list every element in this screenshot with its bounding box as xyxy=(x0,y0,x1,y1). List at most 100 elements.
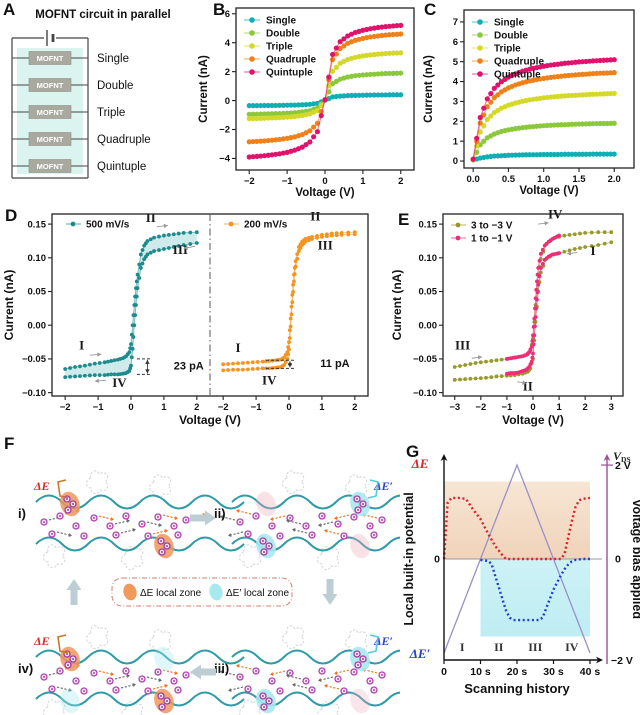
svg-text:7: 7 xyxy=(453,17,458,28)
svg-text:ΔE′ local zone: ΔE′ local zone xyxy=(226,588,289,599)
svg-text:Current (nA): Current (nA) xyxy=(2,270,16,341)
svg-text:Current (nA): Current (nA) xyxy=(390,270,404,341)
svg-text:1: 1 xyxy=(161,402,167,413)
svg-text:ΔE: ΔE xyxy=(33,634,50,648)
svg-text:II: II xyxy=(310,209,320,224)
svg-text:IV: IV xyxy=(112,375,127,390)
svg-text:20 s: 20 s xyxy=(507,666,528,678)
svg-text:−3: −3 xyxy=(449,402,460,413)
svg-text:11 pA: 11 pA xyxy=(320,358,349,370)
svg-text:Double: Double xyxy=(97,80,133,92)
svg-text:Single: Single xyxy=(494,18,524,29)
svg-text:MOFNT: MOFNT xyxy=(37,54,64,63)
panel-b-iv-chart: −2 −1 0 1 2 −4 −2 0 2 4 6 Voltage (V) Current (nA) Si… xyxy=(198,7,415,199)
branch-double: MOFNT Double xyxy=(12,78,133,92)
series-Double xyxy=(470,120,617,163)
svg-text:Current (nA): Current (nA) xyxy=(423,55,435,123)
series-Quintuple xyxy=(246,22,404,160)
svg-text:II: II xyxy=(523,379,533,394)
legend: 3 to −3 V 1 to −1 V xyxy=(451,221,513,245)
arrow-iii-to-iv xyxy=(190,664,216,680)
svg-text:Quintuple: Quintuple xyxy=(494,70,541,81)
svg-text:I: I xyxy=(79,337,84,352)
svg-text:I: I xyxy=(235,340,240,355)
svg-text:6: 6 xyxy=(225,9,230,20)
panel-d-letter: D xyxy=(5,206,18,225)
svg-text:−0.10: −0.10 xyxy=(413,388,437,399)
svg-text:2: 2 xyxy=(225,67,230,78)
svg-text:Quadruple: Quadruple xyxy=(97,134,151,146)
panel-c-letter: C xyxy=(424,0,437,19)
scene-ii: ΔE′ii) xyxy=(214,470,400,571)
scene-i: ΔE i) xyxy=(18,470,245,571)
svg-text:IV: IV xyxy=(565,640,579,654)
svg-text:I: I xyxy=(460,640,465,654)
svg-text:iii): iii) xyxy=(214,661,229,676)
svg-text:0.15: 0.15 xyxy=(419,219,438,230)
svg-text:0.10: 0.10 xyxy=(28,253,47,264)
svg-text:ΔE′: ΔE′ xyxy=(409,646,431,661)
legend: Single Double Triple Quadruple Quintuple xyxy=(472,18,544,81)
axes: 0.0 0.5 1.0 1.5 2.0 0 1 2 3 4 5 6 7 Voltage (V) Curren… xyxy=(423,9,635,197)
svg-text:Voltage (V): Voltage (V) xyxy=(502,413,564,427)
zone-legend: ΔE local zone ΔE′ local zone xyxy=(111,577,293,607)
svg-text:1 to −1 V: 1 to −1 V xyxy=(471,234,513,245)
svg-text:−1: −1 xyxy=(93,402,105,413)
svg-text:−2: −2 xyxy=(475,402,486,413)
svg-text:0.05: 0.05 xyxy=(419,287,438,298)
svg-text:0: 0 xyxy=(441,666,447,678)
axes: 0.15 0.10 0.05 0.00 −0.05 −0.10 Voltage (V) Cur… xyxy=(2,213,369,427)
svg-text:1: 1 xyxy=(453,136,459,147)
panel-c-iv-chart: 0.0 0.5 1.0 1.5 2.0 0 1 2 3 4 5 6 7 Voltage (V) Curren… xyxy=(423,9,635,197)
svg-text:MOFNT circuit in parallel: MOFNT circuit in parallel xyxy=(35,9,170,21)
svg-text:Triple: Triple xyxy=(97,107,125,119)
svg-text:Quintuple: Quintuple xyxy=(97,161,146,173)
svg-text:1.5: 1.5 xyxy=(572,174,586,185)
svg-text:−0.05: −0.05 xyxy=(413,354,438,365)
panel-e: E −3 −2 −1 0 1 2 3 0.15 0.10 0.05 0.00 −0.05 −0.10 Vo… xyxy=(385,200,640,432)
svg-text:Quadruple: Quadruple xyxy=(266,55,316,66)
svg-text:1: 1 xyxy=(319,402,325,413)
panel-f: F ΔE i) ΔE′ ii) ΔE′ iii) ΔE iv) ΔE local zone ΔE′… xyxy=(0,432,400,715)
svg-text:−0.05: −0.05 xyxy=(22,354,47,365)
svg-text:iv): iv) xyxy=(18,661,33,676)
svg-text:i): i) xyxy=(18,506,26,521)
panel-b-letter: B xyxy=(213,0,226,19)
svg-text:Triple: Triple xyxy=(266,42,293,53)
panel-f-letter: F xyxy=(4,434,15,453)
branch-single: MOFNT Single xyxy=(12,51,129,65)
svg-text:Voltage (V): Voltage (V) xyxy=(519,185,578,197)
svg-text:−1: −1 xyxy=(501,402,513,413)
svg-text:Quadruple: Quadruple xyxy=(494,57,544,68)
loop-1-to-1-V xyxy=(505,233,561,376)
panel-g: G 0 10 s 20 s 30 s 40 s Scanning history Local… xyxy=(400,432,640,715)
svg-text:200 mV/s: 200 mV/s xyxy=(244,220,288,231)
panel-d: D −2 −1 0 1 2 500 mV/s II III I IV 23 pA −2 −1 0 1 2 200… xyxy=(0,200,385,432)
svg-text:Double: Double xyxy=(266,29,300,40)
svg-text:0.15: 0.15 xyxy=(28,219,47,230)
svg-text:2: 2 xyxy=(453,116,458,127)
svg-text:Voltage (V): Voltage (V) xyxy=(179,413,241,427)
svg-text:MOFNT: MOFNT xyxy=(37,81,64,90)
svg-text:MOFNT: MOFNT xyxy=(37,108,64,117)
svg-text:ii): ii) xyxy=(214,506,226,521)
svg-text:Scanning history: Scanning history xyxy=(464,681,570,696)
branch-quadruple: MOFNT Quadruple xyxy=(12,132,151,146)
svg-text:0.10: 0.10 xyxy=(419,253,438,264)
svg-text:Quintuple: Quintuple xyxy=(266,68,313,79)
svg-text:0: 0 xyxy=(453,156,458,167)
svg-text:0.0: 0.0 xyxy=(467,174,480,185)
svg-text:10 s: 10 s xyxy=(470,666,491,678)
svg-text:IV: IV xyxy=(548,207,563,222)
svg-text:III: III xyxy=(455,337,470,352)
svg-text:−0.10: −0.10 xyxy=(22,388,46,399)
svg-text:2.0: 2.0 xyxy=(608,174,621,185)
